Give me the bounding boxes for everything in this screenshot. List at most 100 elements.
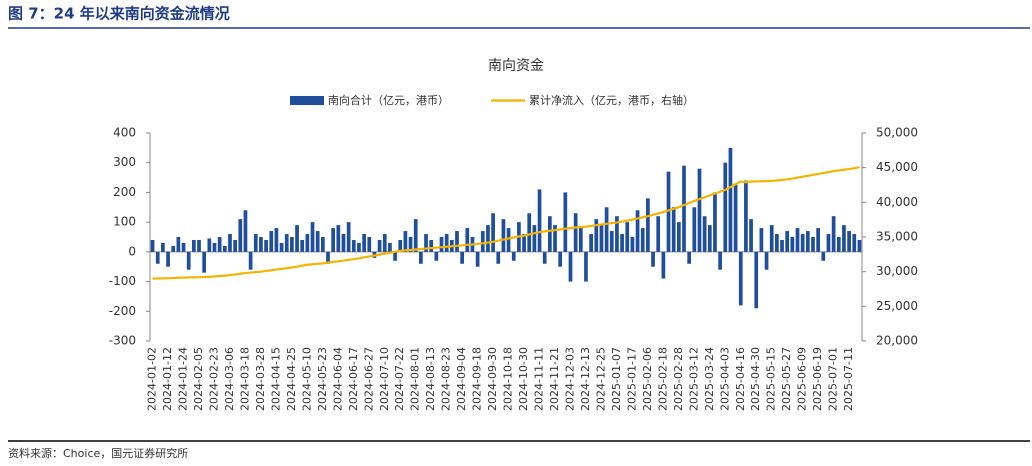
x-tick-label: 2024-03-18 bbox=[238, 347, 251, 411]
bar bbox=[300, 239, 305, 252]
bar bbox=[486, 225, 490, 252]
bar bbox=[326, 251, 330, 264]
bar bbox=[599, 225, 604, 252]
x-tick-label: 2025-03-24 bbox=[703, 347, 716, 411]
bar bbox=[749, 219, 753, 252]
x-tick-label: 2024-06-27 bbox=[362, 347, 375, 411]
bar bbox=[429, 239, 434, 252]
bar bbox=[713, 192, 717, 252]
bar bbox=[331, 228, 336, 252]
figure-title: 图 7：24 年以来南向资金流情况 bbox=[8, 5, 230, 23]
bar bbox=[186, 251, 191, 270]
bar bbox=[419, 251, 423, 264]
bar bbox=[413, 219, 418, 252]
y2-tick-label: 50,000 bbox=[876, 126, 918, 140]
x-tick-label: 2024-01-12 bbox=[161, 347, 174, 411]
bar bbox=[744, 180, 748, 252]
y-tick-label: 200 bbox=[113, 185, 136, 199]
bar bbox=[367, 237, 372, 252]
bar bbox=[785, 231, 790, 252]
bar bbox=[800, 234, 805, 252]
x-tick-label: 2024-08-13 bbox=[424, 347, 437, 411]
bar bbox=[336, 225, 341, 252]
source-note: 资料来源：Choice，国元证券研究所 bbox=[8, 446, 188, 460]
bar bbox=[759, 228, 764, 252]
bar bbox=[857, 239, 862, 252]
bar bbox=[651, 251, 655, 267]
bar bbox=[666, 171, 671, 252]
bar bbox=[403, 231, 408, 252]
bar bbox=[207, 238, 212, 252]
legend-label: 南向合计（亿元，港币） bbox=[328, 93, 449, 107]
bar bbox=[274, 228, 279, 252]
bar bbox=[635, 210, 640, 252]
bar bbox=[259, 237, 263, 252]
x-tick-label: 2025-05-27 bbox=[780, 347, 793, 411]
bar bbox=[155, 251, 160, 264]
bar bbox=[191, 239, 196, 252]
bar bbox=[222, 245, 227, 252]
bar bbox=[630, 237, 635, 252]
bar bbox=[150, 239, 155, 252]
x-tick-label: 2024-11-11 bbox=[533, 347, 546, 411]
bar bbox=[661, 251, 666, 279]
bar bbox=[161, 242, 165, 252]
bar bbox=[264, 239, 268, 252]
bar bbox=[594, 219, 599, 252]
bar bbox=[290, 237, 294, 252]
bar bbox=[279, 242, 284, 252]
x-tick-label: 2024-12-03 bbox=[563, 347, 576, 411]
bar bbox=[217, 237, 222, 252]
bar bbox=[388, 242, 392, 252]
bar bbox=[769, 225, 774, 252]
y2-tick-label: 40,000 bbox=[876, 195, 918, 209]
x-tick-label: 2024-07-10 bbox=[378, 347, 391, 411]
bar bbox=[764, 251, 769, 270]
bar bbox=[501, 219, 506, 252]
x-tick-label: 2025-01-07 bbox=[610, 347, 623, 411]
bar bbox=[625, 222, 630, 252]
bar bbox=[346, 222, 351, 252]
bar bbox=[408, 237, 413, 252]
bar bbox=[754, 251, 759, 309]
x-tick-label: 2024-08-23 bbox=[440, 347, 453, 411]
bar bbox=[842, 225, 846, 252]
bar bbox=[568, 251, 573, 282]
bar bbox=[166, 251, 170, 267]
bar bbox=[197, 239, 201, 252]
x-tick-label: 2024-02-23 bbox=[207, 347, 220, 411]
bar bbox=[604, 207, 609, 252]
x-tick-label: 2024-04-15 bbox=[269, 347, 282, 411]
bar bbox=[640, 228, 645, 252]
bar bbox=[455, 231, 459, 252]
bar bbox=[233, 239, 237, 252]
bar bbox=[243, 210, 248, 252]
x-tick-label: 2024-06-04 bbox=[331, 347, 344, 411]
x-tick-label: 2025-03-12 bbox=[687, 347, 700, 411]
bar bbox=[573, 213, 578, 252]
bar bbox=[656, 216, 661, 252]
bar bbox=[697, 168, 702, 252]
line bbox=[152, 166, 860, 280]
x-tick-label: 2025-01-17 bbox=[625, 347, 638, 411]
bar bbox=[728, 147, 733, 252]
bar bbox=[480, 231, 485, 252]
y2-tick-label: 20,000 bbox=[876, 334, 918, 348]
x-tick-label: 2024-08-01 bbox=[409, 347, 422, 411]
legend-label: 累计净流入（亿元，港币，右轴） bbox=[529, 93, 694, 107]
x-tick-label: 2024-12-13 bbox=[579, 347, 592, 411]
bar bbox=[320, 237, 325, 252]
bar bbox=[733, 183, 738, 252]
bar bbox=[465, 228, 470, 252]
bar bbox=[382, 234, 387, 252]
x-tick-label: 2025-07-01 bbox=[827, 347, 840, 411]
bar bbox=[527, 213, 532, 252]
y2-tick-label: 30,000 bbox=[876, 264, 918, 278]
bar bbox=[511, 251, 516, 261]
bar bbox=[351, 239, 356, 252]
bar bbox=[811, 237, 815, 252]
bar bbox=[357, 242, 361, 252]
bar bbox=[702, 216, 707, 252]
bar bbox=[253, 234, 258, 252]
bar bbox=[284, 234, 289, 252]
